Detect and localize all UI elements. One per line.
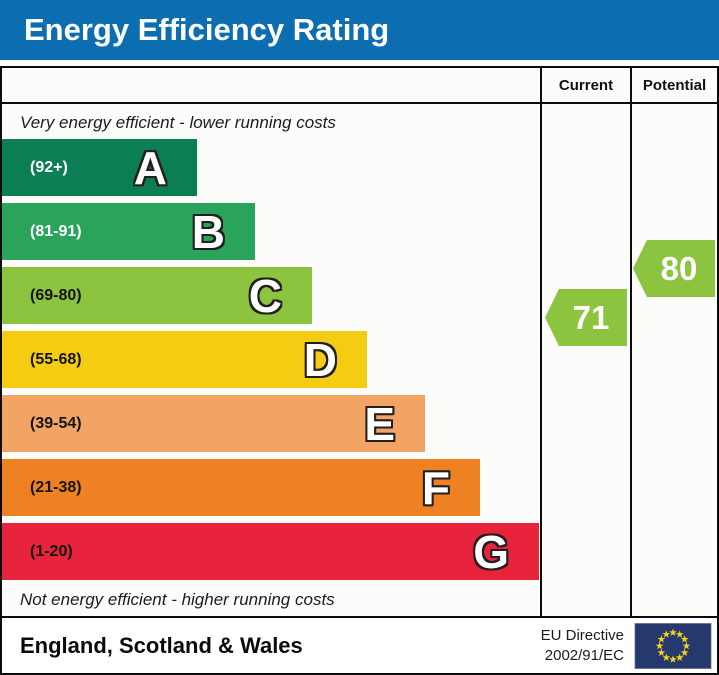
band-range-label: (92+): [30, 158, 68, 176]
eu-directive-line2: 2002/91/EC: [544, 646, 624, 664]
band-range-label: (81-91): [30, 222, 82, 240]
band-row-C: (69-80) C: [2, 267, 312, 324]
title-bar: Energy Efficiency Rating: [0, 0, 719, 60]
region-label: England, Scotland & Wales: [20, 632, 303, 658]
eu-flag-icon: [634, 622, 712, 669]
potential-rating-arrow: 80: [633, 240, 715, 297]
band-letter: C: [248, 269, 282, 322]
band-letter: A: [133, 141, 167, 194]
chart-body: Very energy efficient - lower running co…: [2, 104, 717, 616]
band-row-G: (1-20) G: [2, 523, 539, 580]
eu-directive-label: EU Directive 2002/91/EC: [541, 626, 624, 665]
band-range-label: (55-68): [30, 350, 82, 368]
band-range-label: (1-20): [30, 542, 73, 560]
band-letter: B: [191, 205, 225, 258]
footer-bar: England, Scotland & Wales EU Directive 2…: [2, 616, 717, 673]
current-column-divider: [540, 104, 542, 616]
current-rating-arrow: 71: [545, 289, 627, 346]
band-letter: G: [473, 525, 509, 578]
band-letter: D: [303, 333, 337, 386]
band-row-B: (81-91) B: [2, 203, 255, 260]
band-row-D: (55-68) D: [2, 331, 367, 388]
column-header-potential: Potential: [630, 68, 717, 102]
band-row-E: (39-54) E: [2, 395, 425, 452]
column-header-current: Current: [540, 68, 630, 102]
band-letter: F: [421, 461, 450, 514]
chart-frame: Current Potential Very energy efficient …: [0, 66, 719, 675]
potential-rating-value: 80: [660, 249, 698, 287]
band-range-label: (39-54): [30, 414, 82, 432]
eu-directive-line1: EU Directive: [540, 627, 624, 644]
band-row-F: (21-38) F: [2, 459, 480, 516]
potential-column-divider: [630, 104, 632, 616]
current-rating-value: 71: [572, 298, 610, 336]
band-letter: E: [364, 397, 395, 450]
caption-very-efficient: Very energy efficient - lower running co…: [20, 113, 336, 132]
band-range-label: (21-38): [30, 478, 82, 496]
band-range-label: (69-80): [30, 286, 82, 304]
page-title: Energy Efficiency Rating: [24, 12, 390, 47]
caption-not-efficient: Not energy efficient - higher running co…: [20, 590, 335, 609]
column-header-row: Current Potential: [2, 68, 717, 104]
band-row-A: (92+) A: [2, 139, 197, 196]
header-spacer: [2, 68, 540, 102]
